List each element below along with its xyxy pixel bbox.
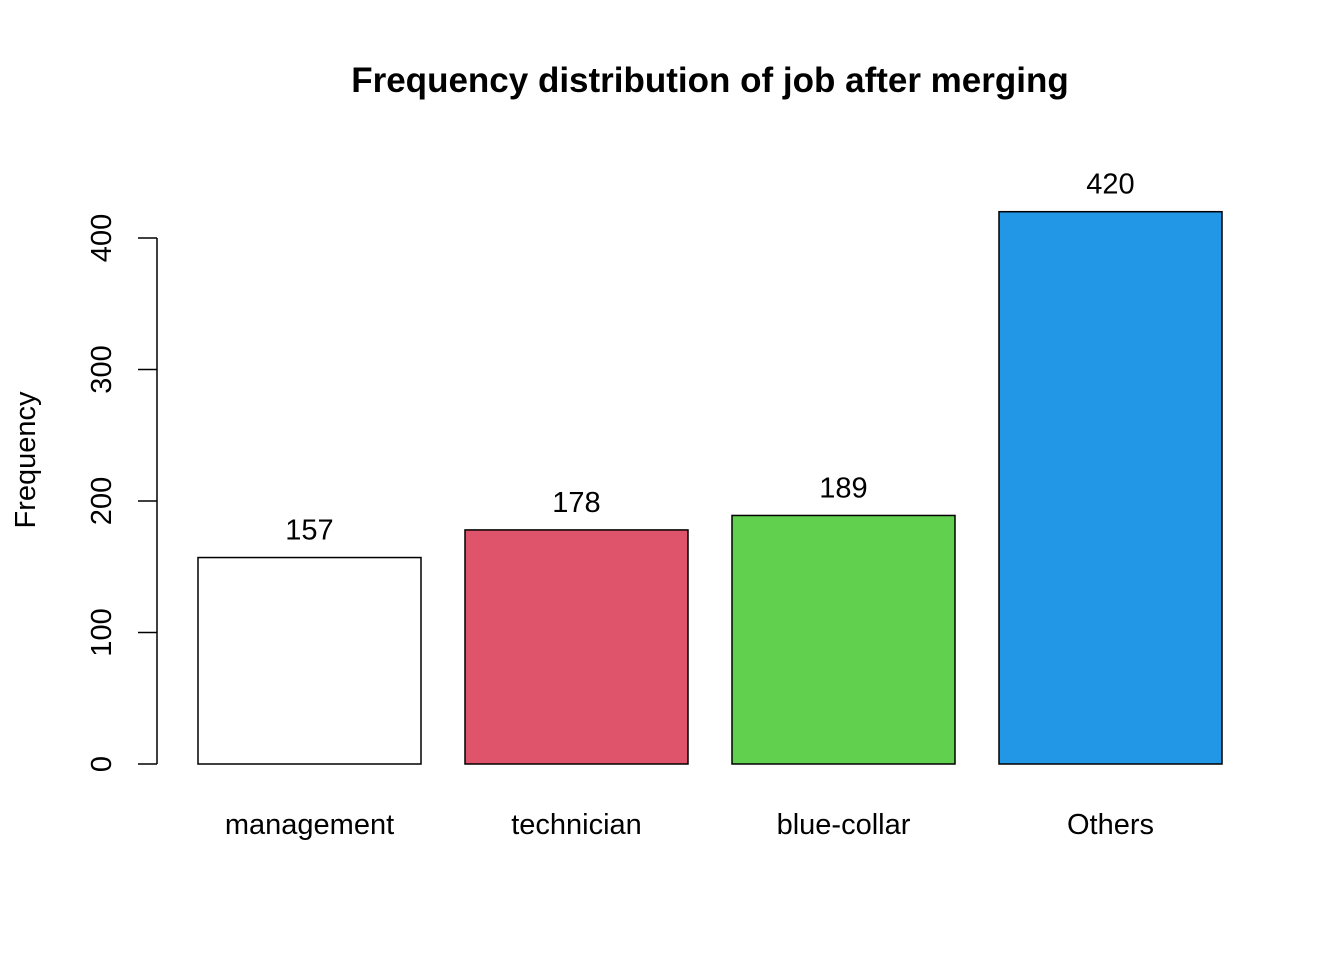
data-label: 189 [819, 472, 867, 504]
data-label: 157 [285, 515, 333, 547]
y-tick-label: 400 [86, 214, 118, 262]
y-tick-label: 100 [86, 608, 118, 656]
data-labels: 157 178 189 420 [285, 169, 1134, 547]
data-label: 420 [1086, 169, 1134, 201]
bar-others [998, 210, 1223, 765]
x-tick-label: Others [1067, 809, 1154, 841]
x-tick-label: management [225, 809, 394, 841]
category-labels: management technician blue-collar Others [225, 809, 1154, 841]
y-axis-label: Frequency [10, 391, 42, 529]
bar-technician [464, 529, 689, 765]
y-tick-label: 200 [86, 477, 118, 525]
x-tick-label: blue-collar [777, 809, 911, 841]
y-tick-label: 0 [86, 756, 118, 772]
x-tick-label: technician [511, 809, 642, 841]
y-tick-label: 300 [86, 345, 118, 393]
bar-blue-collar [731, 514, 956, 765]
bars [197, 210, 1223, 765]
y-axis: 0 100 200 300 400 [86, 214, 158, 772]
data-label: 178 [552, 487, 600, 519]
chart-title: Frequency distribution of job after merg… [351, 61, 1069, 100]
bar-management [197, 556, 422, 765]
